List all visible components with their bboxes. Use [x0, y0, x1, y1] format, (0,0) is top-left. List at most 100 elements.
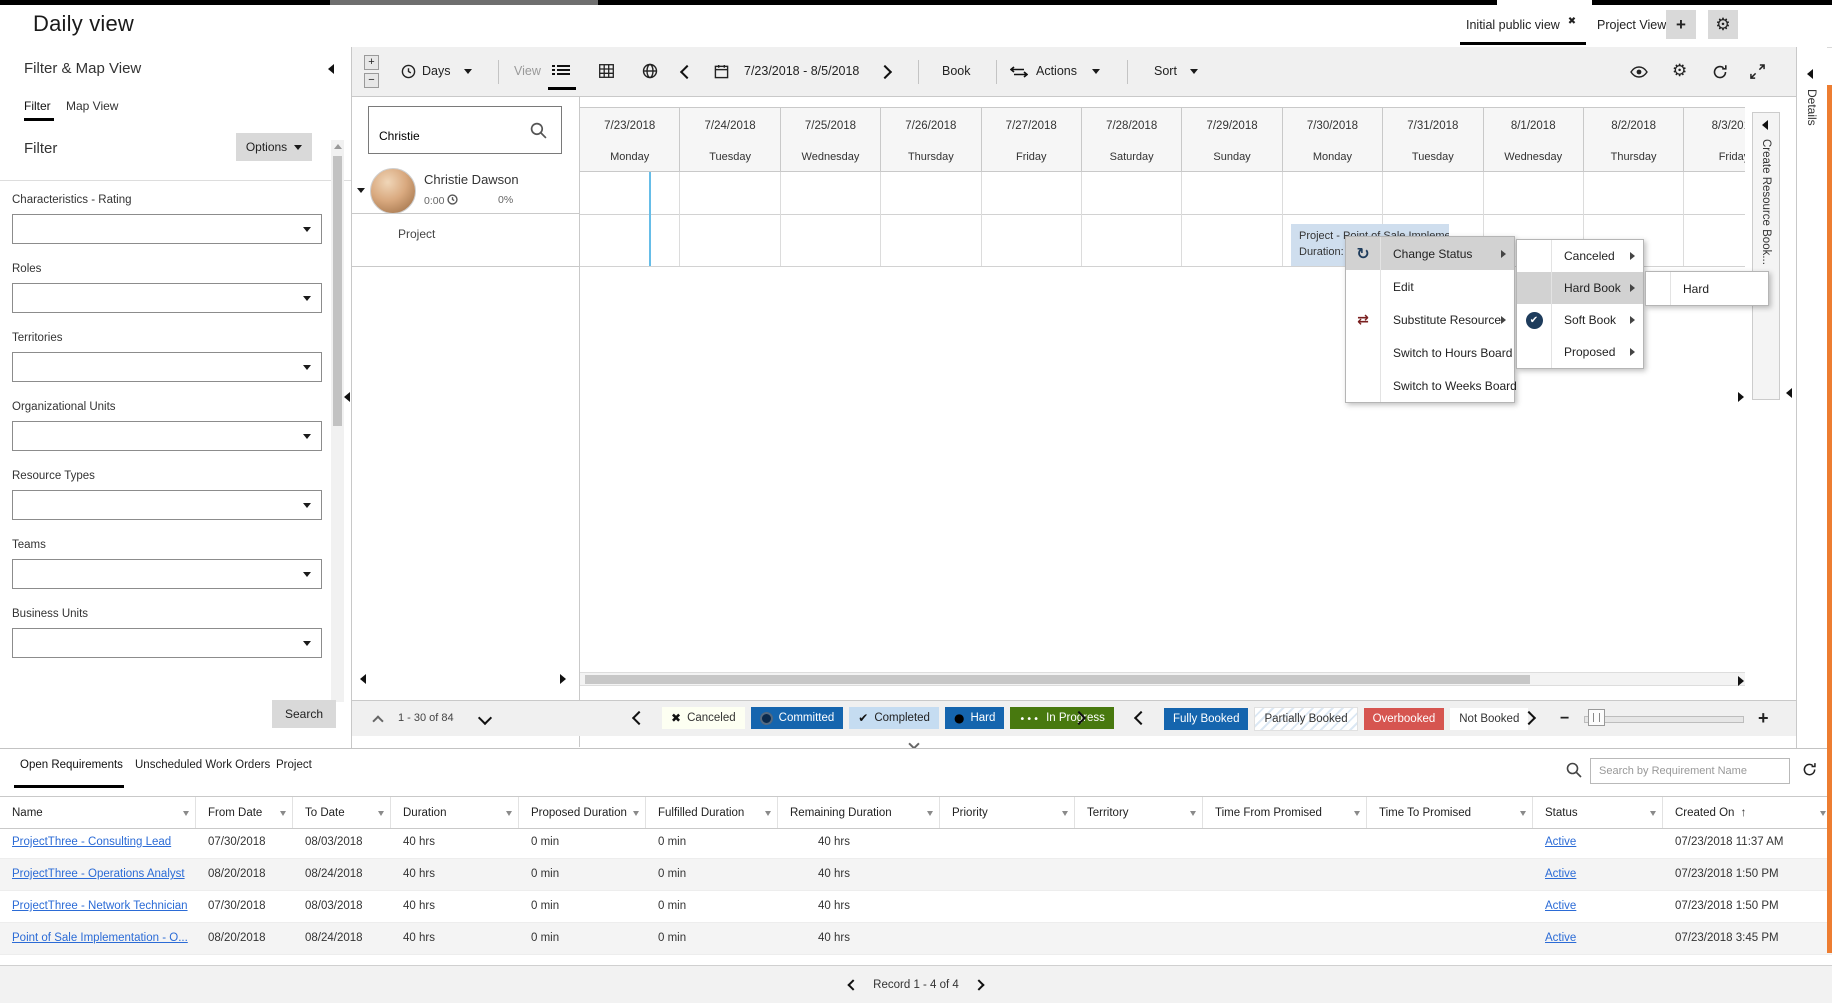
calendar-date-header[interactable]: 7/29/2018 — [1182, 108, 1283, 144]
calendar-date-header[interactable]: 7/23/2018 — [580, 108, 681, 144]
panel-collapse-icon[interactable] — [1786, 388, 1792, 398]
table-row[interactable]: Point of Sale Implementation - O... 08/2… — [0, 923, 1832, 955]
calendar-day-header[interactable]: Wednesday — [1483, 144, 1584, 171]
menu-item[interactable]: Switch to Weeks Board — [1346, 369, 1517, 402]
filter-dropdown[interactable] — [12, 559, 322, 589]
zoom-slider-track[interactable] — [1584, 716, 1744, 723]
zoom-out-button[interactable]: − — [1560, 710, 1570, 727]
filter-icon[interactable] — [280, 811, 286, 816]
calendar-date-header[interactable]: 7/30/2018 — [1282, 108, 1384, 144]
map-view-button[interactable] — [642, 63, 658, 82]
menu-item[interactable]: Substitute Resource — [1346, 303, 1514, 336]
grid-column[interactable] — [881, 172, 982, 266]
grid-view-button[interactable] — [599, 64, 614, 81]
calendar-day-header[interactable]: Tuesday — [680, 144, 781, 171]
grid-cell[interactable] — [1383, 172, 1483, 215]
scroll-right-icon[interactable] — [560, 674, 566, 684]
column-header[interactable]: Territory — [1075, 797, 1203, 828]
calendar-day-header[interactable]: Monday — [580, 144, 681, 171]
column-header[interactable]: Proposed Duration — [519, 797, 646, 828]
filter-dropdown[interactable] — [12, 214, 322, 244]
resource-expander-icon[interactable] — [357, 188, 365, 193]
requirement-name-link[interactable]: ProjectThree - Operations Analyst — [12, 868, 185, 880]
column-header[interactable]: Time From Promised — [1203, 797, 1367, 828]
create-resource-booking-tab[interactable]: Create Resource Book... — [1752, 112, 1780, 400]
details-tab[interactable]: Details — [1796, 47, 1827, 748]
calendar-date-header[interactable]: 8/1/2018 — [1483, 108, 1584, 144]
scrollbar-thumb[interactable] — [333, 156, 342, 426]
calendar-date-header[interactable]: 7/25/2018 — [780, 108, 882, 144]
grid-column[interactable] — [1182, 172, 1283, 266]
grid-column[interactable] — [981, 172, 1082, 266]
grid-cell[interactable] — [1684, 172, 1745, 215]
filter-icon[interactable] — [1520, 811, 1526, 816]
filter-dropdown[interactable] — [12, 421, 322, 451]
calendar-day-header[interactable]: Friday — [981, 144, 1082, 171]
column-header[interactable]: Time To Promised — [1367, 797, 1533, 828]
column-header[interactable]: Duration — [391, 797, 519, 828]
filter-icon[interactable] — [1062, 811, 1068, 816]
filter-icon[interactable] — [183, 811, 189, 816]
legend-scroll-left-icon[interactable] — [1133, 710, 1149, 726]
calendar-date-header[interactable]: 7/26/2018 — [881, 108, 982, 144]
calendar-date-header[interactable]: 8/3/2018 — [1684, 108, 1745, 144]
calendar-day-header[interactable]: Monday — [1282, 144, 1384, 171]
expand-all-button[interactable]: + — [364, 55, 379, 70]
page-down-icon[interactable] — [477, 710, 493, 726]
calendar-day-header[interactable]: Thursday — [1583, 144, 1685, 171]
legend-chip[interactable]: In Progress — [1010, 707, 1114, 729]
view-tab-project[interactable]: Project View — [1597, 18, 1667, 32]
panel-collapse-icon[interactable] — [344, 392, 350, 402]
filter-icon[interactable] — [927, 811, 933, 816]
menu-item[interactable]: Edit — [1346, 270, 1514, 303]
board-settings-button[interactable]: ⚙ — [1672, 61, 1687, 81]
calendar-icon[interactable] — [714, 64, 729, 82]
column-header[interactable]: To Date — [293, 797, 391, 828]
legend-chip[interactable]: Completed — [849, 707, 939, 729]
filter-icon[interactable] — [1190, 811, 1196, 816]
menu-item[interactable]: Canceled — [1517, 240, 1643, 272]
zoom-slider-handle[interactable] — [1588, 709, 1605, 726]
filter-dropdown[interactable] — [12, 628, 322, 658]
filter-dropdown[interactable] — [12, 352, 322, 382]
menu-item[interactable]: Hard Book — [1517, 272, 1643, 304]
filter-dropdown[interactable] — [12, 490, 322, 520]
grid-column[interactable] — [680, 172, 781, 266]
status-link[interactable]: Active — [1545, 932, 1577, 944]
close-icon[interactable]: ✖ — [1567, 16, 1577, 27]
previous-record-icon[interactable] — [847, 979, 859, 991]
calendar-date-header[interactable]: 7/27/2018 — [981, 108, 1082, 144]
status-link[interactable]: Active — [1545, 868, 1577, 880]
column-header[interactable]: Status — [1533, 797, 1663, 828]
grid-column[interactable] — [580, 172, 681, 266]
grid-column[interactable] — [1282, 172, 1384, 266]
filter-icon[interactable] — [765, 811, 771, 816]
add-view-button[interactable]: + — [1666, 10, 1696, 39]
grid-cell[interactable] — [780, 172, 881, 215]
scrollbar-thumb[interactable] — [585, 675, 1530, 684]
refresh-button[interactable] — [1712, 64, 1728, 83]
calendar-day-header[interactable]: Friday — [1684, 144, 1745, 171]
grid-cell[interactable] — [580, 172, 680, 215]
calendar-day-header[interactable]: Wednesday — [780, 144, 882, 171]
collapse-all-button[interactable]: − — [364, 73, 379, 88]
filter-icon[interactable] — [506, 811, 512, 816]
menu-item[interactable]: Soft Book — [1517, 304, 1643, 336]
chevron-down-icon[interactable] — [464, 69, 472, 74]
refresh-button[interactable] — [1802, 762, 1817, 780]
scroll-right-icon[interactable] — [1738, 392, 1744, 402]
legend-chip[interactable]: Partially Booked — [1254, 707, 1358, 731]
grid-cell[interactable] — [1483, 172, 1583, 215]
calendar-day-header[interactable]: Thursday — [881, 144, 982, 171]
sort-button[interactable]: Sort — [1154, 64, 1177, 78]
legend-chip[interactable]: Committed — [750, 707, 844, 729]
resource-search-input[interactable] — [368, 106, 562, 154]
page-up-icon[interactable] — [372, 715, 384, 727]
column-header[interactable]: From Date — [196, 797, 293, 828]
menu-item[interactable]: Proposed — [1517, 336, 1643, 368]
calendar-day-header[interactable]: Sunday — [1182, 144, 1283, 171]
settings-button[interactable]: ⚙ — [1708, 10, 1738, 39]
scroll-left-icon[interactable] — [360, 674, 366, 684]
requirement-search-input[interactable] — [1590, 758, 1790, 784]
requirement-name-link[interactable]: ProjectThree - Network Technician — [12, 900, 188, 912]
